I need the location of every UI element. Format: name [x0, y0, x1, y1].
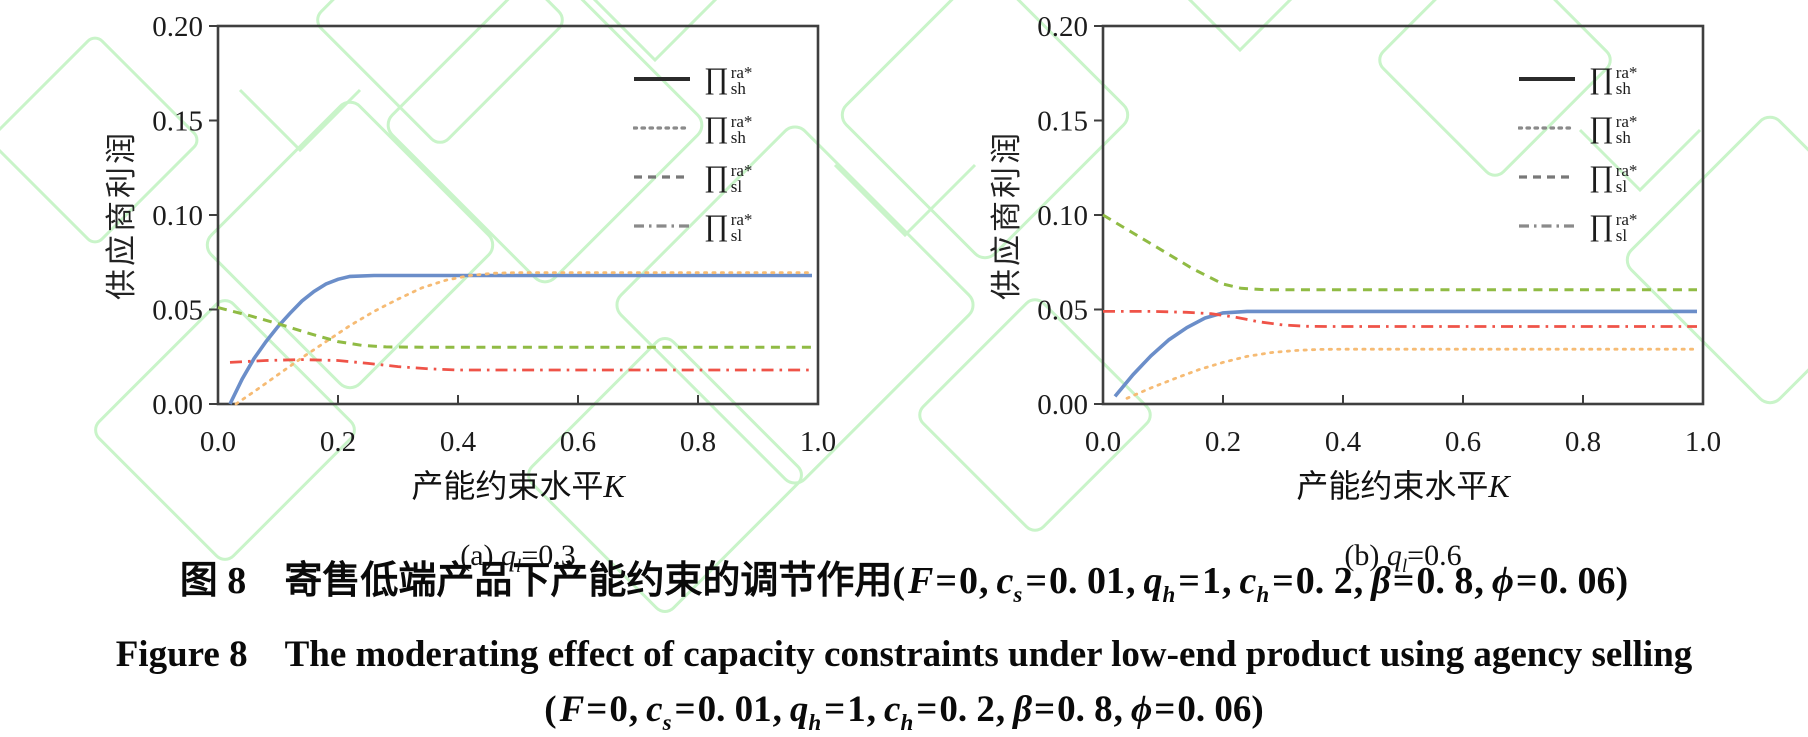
series-line-sh-solid [1113, 309, 1697, 398]
x-tick-label: 0.0 [1085, 426, 1121, 458]
legend-item: ∏ ra* sh [1518, 103, 1637, 152]
series-line-sl-dashed [217, 306, 812, 349]
legend-label: ∏ ra* sh [1589, 110, 1638, 147]
x-tick-label: 0.8 [1565, 426, 1601, 458]
x-axis-label-variable: K [603, 468, 625, 504]
legend: ∏ ra* sh ∏ ra* sh ∏ ra* sl ∏ ra* sl [633, 54, 752, 250]
legend-label: ∏ ra* sl [704, 208, 753, 245]
panel-caption-a: (a) ql=0.3 [460, 539, 576, 577]
caption-en-params: F=0, cs=0. 01, qh=1, ch=0. 2, β=0. 8, ϕ=0. 06 [559, 689, 1252, 735]
legend-label: ∏ ra* sl [1589, 159, 1638, 196]
series-line-sl-dashdot [1103, 309, 1697, 328]
legend: ∏ ra* sh ∏ ra* sh ∏ ra* sl ∏ ra* sl [1518, 54, 1637, 250]
series-line-sh-dotted [234, 271, 814, 406]
y-tick-label: 0.15 [152, 106, 203, 138]
y-tick-label: 0.00 [152, 389, 203, 421]
x-axis-label-variable: K [1488, 468, 1510, 504]
plot-area: 0.0 0.2 0.4 0.6 0.8 1.0 0.00 0.05 0.10 0.15 0.20 [152, 11, 836, 458]
x-tick-label: 0.6 [1445, 426, 1481, 458]
legend-label: ∏ ra* sh [1589, 61, 1638, 98]
legend-item: ∏ ra* sl [633, 152, 752, 201]
chart-panel-b: 供应商利润 0.0 0.2 0.4 0.6 0.8 1.0 0.00 0.05 0.10 0.15… [973, 2, 1743, 587]
x-tick-label: 0.6 [560, 426, 596, 458]
y-tick-label: 0.10 [1037, 200, 1088, 232]
caption-zh-params: F=0, cs=0. 01, qh=1, ch=0. 2, β=0. 8, ϕ=0. 06 [907, 560, 1616, 607]
legend-swatch-dotted [1518, 125, 1576, 130]
legend-swatch-dashdot [634, 223, 690, 228]
y-tick-label: 0.05 [152, 295, 203, 327]
series-line-sl-dashed [1102, 213, 1697, 292]
figure-captions: 图 8 寄售低端产品下产能约束的调节作用(F=0, cs=0. 01, qh=1, c… [0, 556, 1808, 737]
legend-swatch-dashed [634, 174, 690, 179]
y-tick-label: 0.20 [1037, 11, 1088, 43]
x-tick-label: 1.0 [1685, 426, 1721, 458]
y-tick-label: 0.15 [1037, 106, 1088, 138]
caption-english: Figure 8 The moderating effect of capaci… [115, 634, 1693, 675]
series-line-sh-solid [228, 273, 812, 405]
legend-item: ∏ ra* sl [1518, 152, 1637, 201]
plot-area: 0.0 0.2 0.4 0.6 0.8 1.0 0.00 0.05 0.10 0.15 0.20 [1037, 11, 1721, 458]
x-axis-label-text: 产能约束水平 [1296, 468, 1489, 504]
x-axis-label: 产能约束水平K [218, 466, 818, 506]
x-tick-label: 0.4 [440, 426, 477, 458]
legend-item: ∏ ra* sl [1518, 201, 1637, 250]
x-axis-label: 产能约束水平K [1103, 466, 1703, 506]
x-tick-label: 0.2 [1205, 426, 1241, 458]
y-tick-label: 0.10 [152, 200, 203, 232]
caption-english-params: (F=0, cs=0. 01, qh=1, ch=0. 2, β=0. 8, ϕ=0. 0… [544, 689, 1264, 735]
legend-label: ∏ ra* sl [1589, 208, 1638, 245]
legend-item: ∏ ra* sh [633, 54, 752, 103]
y-tick-label: 0.20 [152, 11, 203, 43]
caption-chinese: 图 8 寄售低端产品下产能约束的调节作用(F=0, cs=0. 01, qh=1, c… [179, 560, 1629, 607]
y-tick-label: 0.05 [1037, 295, 1088, 327]
x-tick-label: 0.2 [320, 426, 356, 458]
legend-swatch-dotted [633, 125, 691, 130]
legend-swatch-solid [1519, 76, 1575, 81]
legend-item: ∏ ra* sl [633, 201, 752, 250]
legend-swatch-dashdot [1519, 223, 1575, 228]
legend-label: ∏ ra* sl [704, 159, 753, 196]
panel-caption-b: (b) ql=0.6 [1344, 539, 1462, 577]
series-line-sl-dashdot [229, 358, 812, 372]
series-line-sh-dotted [1125, 347, 1699, 400]
x-tick-label: 0.0 [200, 426, 236, 458]
y-tick-label: 0.00 [1037, 389, 1088, 421]
legend-item: ∏ ra* sh [1518, 54, 1637, 103]
legend-swatch-dashed [1519, 174, 1575, 179]
legend-item: ∏ ra* sh [633, 103, 752, 152]
legend-label: ∏ ra* sh [704, 61, 753, 98]
legend-swatch-solid [634, 76, 690, 81]
x-tick-label: 0.8 [680, 426, 716, 458]
x-axis-label-text: 产能约束水平 [411, 468, 604, 504]
legend-label: ∏ ra* sh [704, 110, 753, 147]
chart-panel-a: 供应商利润 0.0 0.2 0.4 0.6 0.8 1.0 0.00 0.05 0.10 0.15… [88, 2, 858, 587]
x-tick-label: 1.0 [800, 426, 836, 458]
x-tick-label: 0.4 [1325, 426, 1362, 458]
